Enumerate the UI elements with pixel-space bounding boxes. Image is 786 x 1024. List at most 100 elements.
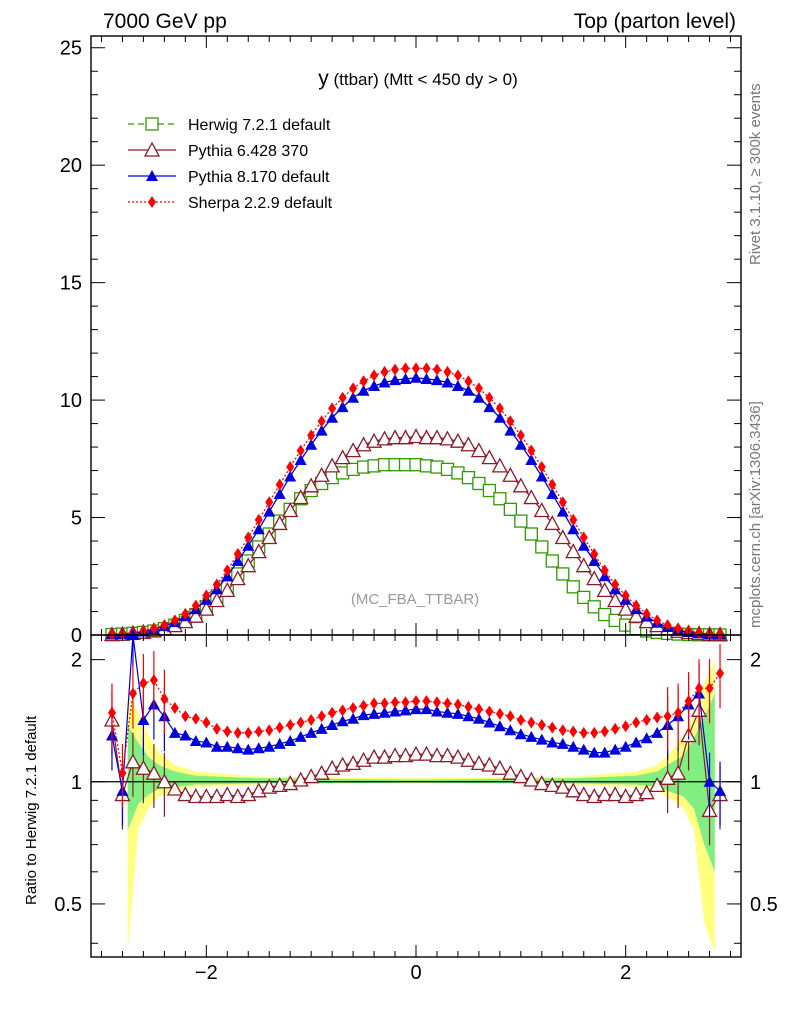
- ratio-1-point-52: [651, 726, 664, 738]
- series-3-point-32: [443, 365, 452, 378]
- ratio-2-point-49: [621, 720, 630, 733]
- mcplots-label: mcplots.cern.ch [arXiv:1306.3436]: [747, 401, 764, 628]
- ratio-0-point-47: [596, 786, 613, 802]
- ratio-0-point-39: [512, 768, 529, 784]
- ratio-2-point-25: [370, 697, 379, 710]
- ratio-2-point-54: [674, 706, 683, 719]
- ratio-2-point-18: [296, 716, 305, 729]
- legend-entry-2: Pythia 8.170 default: [128, 169, 330, 186]
- series-3-point-36: [485, 391, 494, 404]
- series-2-point-20: [315, 424, 328, 436]
- ratio-2-point-36: [485, 705, 494, 718]
- ratio-0-point-40: [523, 771, 540, 787]
- series-1-point-47: [596, 581, 613, 598]
- ratio-0-point-38: [502, 764, 519, 780]
- legend-marker-3: [148, 196, 156, 208]
- series-2-point-22: [336, 401, 349, 413]
- ratio-1-point-58: [714, 784, 727, 796]
- series-2-point-33: [451, 380, 464, 392]
- series-2-point-43: [556, 505, 569, 517]
- ratio-1-point-44: [567, 740, 580, 752]
- series-1-point-34: [460, 436, 477, 452]
- ratio-2-point-23: [349, 701, 358, 714]
- ratio-2-point-27: [391, 696, 400, 709]
- ratio-1-point-31: [430, 705, 443, 717]
- series-2-point-30: [420, 372, 433, 384]
- ratio-y-tick-label-right-0: 0.5: [750, 894, 778, 916]
- series-1-point-36: [481, 449, 498, 465]
- series-1-point-45: [575, 557, 592, 573]
- ratio-1-point-42: [546, 736, 559, 748]
- series-2-point-21: [326, 411, 339, 423]
- series-3-point-53: [663, 619, 672, 632]
- ratio-0-point-42: [544, 776, 561, 792]
- series-3-point-40: [527, 444, 536, 457]
- ratio-1-point-48: [609, 743, 622, 755]
- series-1-point-28: [397, 429, 414, 445]
- series-3-point-9: [202, 589, 211, 602]
- legend-label-1: Pythia 6.428 370: [188, 143, 308, 160]
- series-3-point-43: [558, 496, 567, 509]
- series-3-point-46: [590, 547, 599, 560]
- series-line-3: [111, 367, 721, 636]
- series-3-point-25: [370, 369, 379, 382]
- series-1-point-33: [449, 432, 467, 448]
- series-2-point-28: [399, 372, 412, 384]
- series-3-point-50: [632, 599, 641, 612]
- ratio-2-point-15: [265, 724, 274, 737]
- ratio-2-point-30: [422, 695, 431, 708]
- series-1-point-49: [617, 600, 634, 616]
- series-2-point-40: [525, 453, 538, 465]
- series-1-point-9: [198, 600, 215, 616]
- series-2-point-39: [514, 438, 527, 450]
- ratio-2-point-40: [527, 716, 536, 729]
- ratio-bands: [91, 659, 741, 953]
- ratio-1-point-37: [493, 720, 506, 732]
- ratio-0-point-15: [261, 778, 278, 794]
- ratio-0-point-32: [439, 747, 456, 763]
- ratio-1-point-11: [221, 740, 234, 752]
- ratio-1-point-18: [294, 730, 307, 742]
- ratio-1-point-15: [263, 740, 276, 752]
- ratio-2-point-8: [191, 712, 200, 725]
- series-2-point-19: [305, 438, 318, 450]
- ratio-0-point-4: [145, 764, 162, 780]
- ratio-2-point-12: [233, 726, 242, 739]
- ratio-2-point-22: [338, 704, 347, 717]
- series-0-point-46: [587, 600, 601, 614]
- y-tick-label-4: 20: [60, 155, 82, 177]
- ratio-series-group: [103, 629, 729, 846]
- ratio-2-point-17: [286, 719, 295, 732]
- ratio-2-point-50: [632, 716, 641, 729]
- ratio-2-point-35: [474, 703, 483, 716]
- series-1-point-32: [439, 430, 456, 446]
- series-1-point-19: [303, 477, 320, 493]
- series-3-point-44: [569, 513, 578, 526]
- ratio-2-point-19: [307, 713, 316, 726]
- ratio-1-point-20: [315, 722, 328, 734]
- series-3-point-31: [432, 363, 441, 376]
- series-3-point-54: [674, 622, 683, 635]
- series-3-point-14: [254, 513, 263, 526]
- ratio-1-point-35: [472, 712, 485, 724]
- series-0-point-36: [482, 483, 497, 498]
- series-3-point-52: [653, 614, 662, 627]
- ratio-2-point-32: [443, 697, 452, 710]
- ratio-2-point-48: [611, 722, 620, 735]
- series-1-point-20: [313, 466, 330, 482]
- series-3-point-4: [149, 622, 158, 635]
- ratio-1-point-34: [462, 710, 475, 722]
- rivet-label: Rivet 3.1.10, ≥ 300k events: [747, 83, 764, 265]
- ratio-0-point-43: [554, 778, 571, 794]
- series-1-point-18: [292, 489, 309, 505]
- series-0-point-40: [524, 527, 538, 541]
- ratio-2-point-21: [328, 706, 337, 719]
- ratio-1-point-47: [598, 746, 611, 758]
- series-2-point-34: [462, 384, 475, 396]
- legend-marker-1: [143, 141, 161, 157]
- ratio-0-point-41: [533, 775, 550, 791]
- series-2-point-26: [378, 376, 391, 388]
- series-1-point-26: [376, 430, 393, 446]
- x-tick-label-2: 2: [620, 962, 631, 984]
